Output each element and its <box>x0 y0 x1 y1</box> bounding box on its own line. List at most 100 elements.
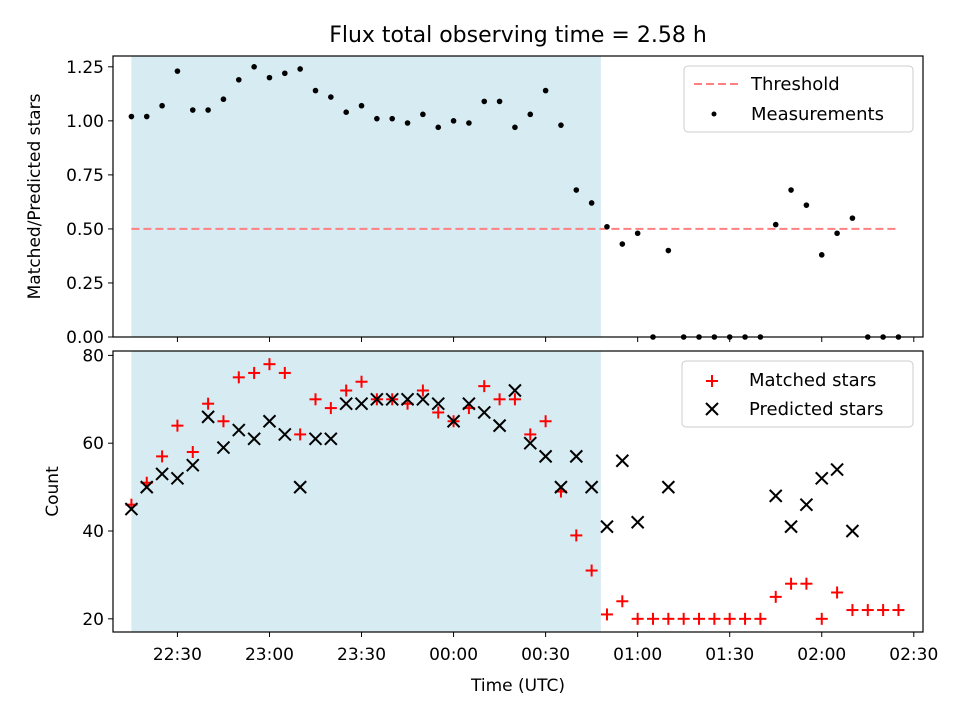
legend-threshold-label: Threshold <box>750 74 840 95</box>
count-xtick-label: 01:00 <box>613 645 662 665</box>
ratio-ytick-label: 1.25 <box>66 58 104 78</box>
measurements-point <box>588 200 595 206</box>
matched-stars-point <box>217 415 230 428</box>
matched-stars-point <box>539 415 552 428</box>
count-ytick-label: 20 <box>82 610 104 630</box>
measurements-point <box>573 187 580 193</box>
predicted-stars-point <box>186 458 200 472</box>
matched-stars-point <box>708 612 721 625</box>
count-xlabel: Time (UTC) <box>470 676 565 696</box>
matched-stars-point <box>739 612 752 625</box>
matched-stars-point <box>186 445 199 458</box>
measurements-point <box>435 124 442 131</box>
count-ytick-label: 80 <box>82 346 104 366</box>
predicted-stars-point <box>370 392 384 407</box>
predicted-stars-point <box>569 449 584 464</box>
predicted-stars-point <box>830 462 844 477</box>
ratio-shaded-region <box>131 56 601 337</box>
predicted-stars-point <box>538 449 553 464</box>
matched-stars-point <box>662 612 675 625</box>
predicted-stars-point <box>278 427 292 442</box>
measurements-point <box>251 64 257 70</box>
matched-stars-point <box>877 604 890 617</box>
panel-count: 20 40 60 80 22:30 23:00 23:30 00:00 00:30 01:00 0… <box>43 346 938 696</box>
ratio-ytick-label: 0.50 <box>66 220 104 240</box>
matched-stars-point <box>508 393 521 406</box>
measurements-point <box>205 107 211 113</box>
matched-stars-point <box>156 450 169 463</box>
predicted-stars-point <box>446 414 461 428</box>
predicted-stars-point <box>845 524 860 538</box>
matched-stars-point <box>846 604 859 617</box>
matched-stars-point <box>202 397 215 410</box>
predicted-stars-point <box>155 467 169 481</box>
count-ytick-label: 60 <box>82 434 104 454</box>
predicted-stars-point <box>247 432 261 446</box>
measurements-point <box>558 122 564 128</box>
predicted-stars-point <box>232 423 246 437</box>
measurements-point <box>634 230 641 237</box>
matched-stars-point <box>800 577 813 590</box>
ratio-shaded-band <box>131 56 601 337</box>
matched-stars-point <box>171 419 184 432</box>
measurements-point <box>374 115 380 122</box>
predicted-stars-point <box>799 497 814 512</box>
count-xtick-label: 00:00 <box>429 645 478 665</box>
matched-stars-point <box>355 375 368 388</box>
count-xtick-label: 23:30 <box>337 645 386 665</box>
predicted-stars-point <box>416 392 430 407</box>
measurements-point <box>235 76 242 83</box>
predicted-stars-point <box>615 454 630 468</box>
count-xtick-label: 00:30 <box>521 645 570 665</box>
ratio-legend-box <box>683 65 914 133</box>
predicted-stars-point <box>784 519 798 534</box>
matched-stars-point <box>324 402 337 415</box>
ratio-axes-frame <box>112 55 924 338</box>
count-ylabel: Count <box>43 466 63 517</box>
predicted-stars-point <box>554 480 568 494</box>
matched-stars-point <box>831 586 844 599</box>
count-axes-frame <box>112 350 924 633</box>
measurements-point <box>358 102 365 109</box>
count-xtick-label: 02:00 <box>797 645 846 665</box>
ratio-ytick-label: 0.75 <box>66 166 104 186</box>
count-xtick-label: 01:30 <box>705 645 754 665</box>
count-yticks: 20 40 60 80 <box>82 346 113 630</box>
measurements-point <box>496 98 503 105</box>
ratio-xticks <box>176 337 915 342</box>
count-ytick-label: 40 <box>82 522 104 542</box>
matched-stars-point <box>278 366 291 379</box>
predicted-stars-point <box>523 436 537 450</box>
count-xtick-label: 02:30 <box>889 645 938 665</box>
predicted-stars-point <box>661 480 676 494</box>
measurements-point <box>297 66 303 72</box>
predicted-stars-point <box>431 396 445 411</box>
measurements-point <box>128 113 135 120</box>
matched-stars-point <box>570 529 583 542</box>
predicted-stars-point <box>630 515 645 529</box>
predicted-stars-point <box>584 480 599 494</box>
measurements-point <box>404 120 411 126</box>
predicted-stars-point <box>385 392 399 407</box>
matched-stars-point <box>892 604 905 617</box>
measurements-point <box>220 96 227 103</box>
measurements-point <box>312 87 319 94</box>
measurements-point <box>604 223 610 230</box>
measurements-point <box>849 215 856 221</box>
count-xticks: 22:30 23:00 23:30 00:00 00:30 01:00 01:30 02:00… <box>153 632 938 665</box>
count-xtick-label: 23:00 <box>245 645 294 665</box>
matched-stars-point <box>478 380 491 393</box>
matched-stars-point <box>585 564 598 577</box>
matched-stars-point <box>248 366 261 379</box>
matched-stars-point <box>631 612 644 625</box>
predicted-stars-point <box>339 396 353 411</box>
measurements-point <box>282 70 288 77</box>
matched-stars-point <box>263 358 276 371</box>
matched-stars-point <box>769 590 782 603</box>
measurements-point <box>143 113 150 120</box>
predicted-stars-point <box>170 471 185 486</box>
predicted-stars-point <box>262 414 277 428</box>
legend-measurements-swatch <box>711 111 717 117</box>
legend-predicted-swatch <box>705 402 719 416</box>
matched-stars-point <box>723 612 736 625</box>
